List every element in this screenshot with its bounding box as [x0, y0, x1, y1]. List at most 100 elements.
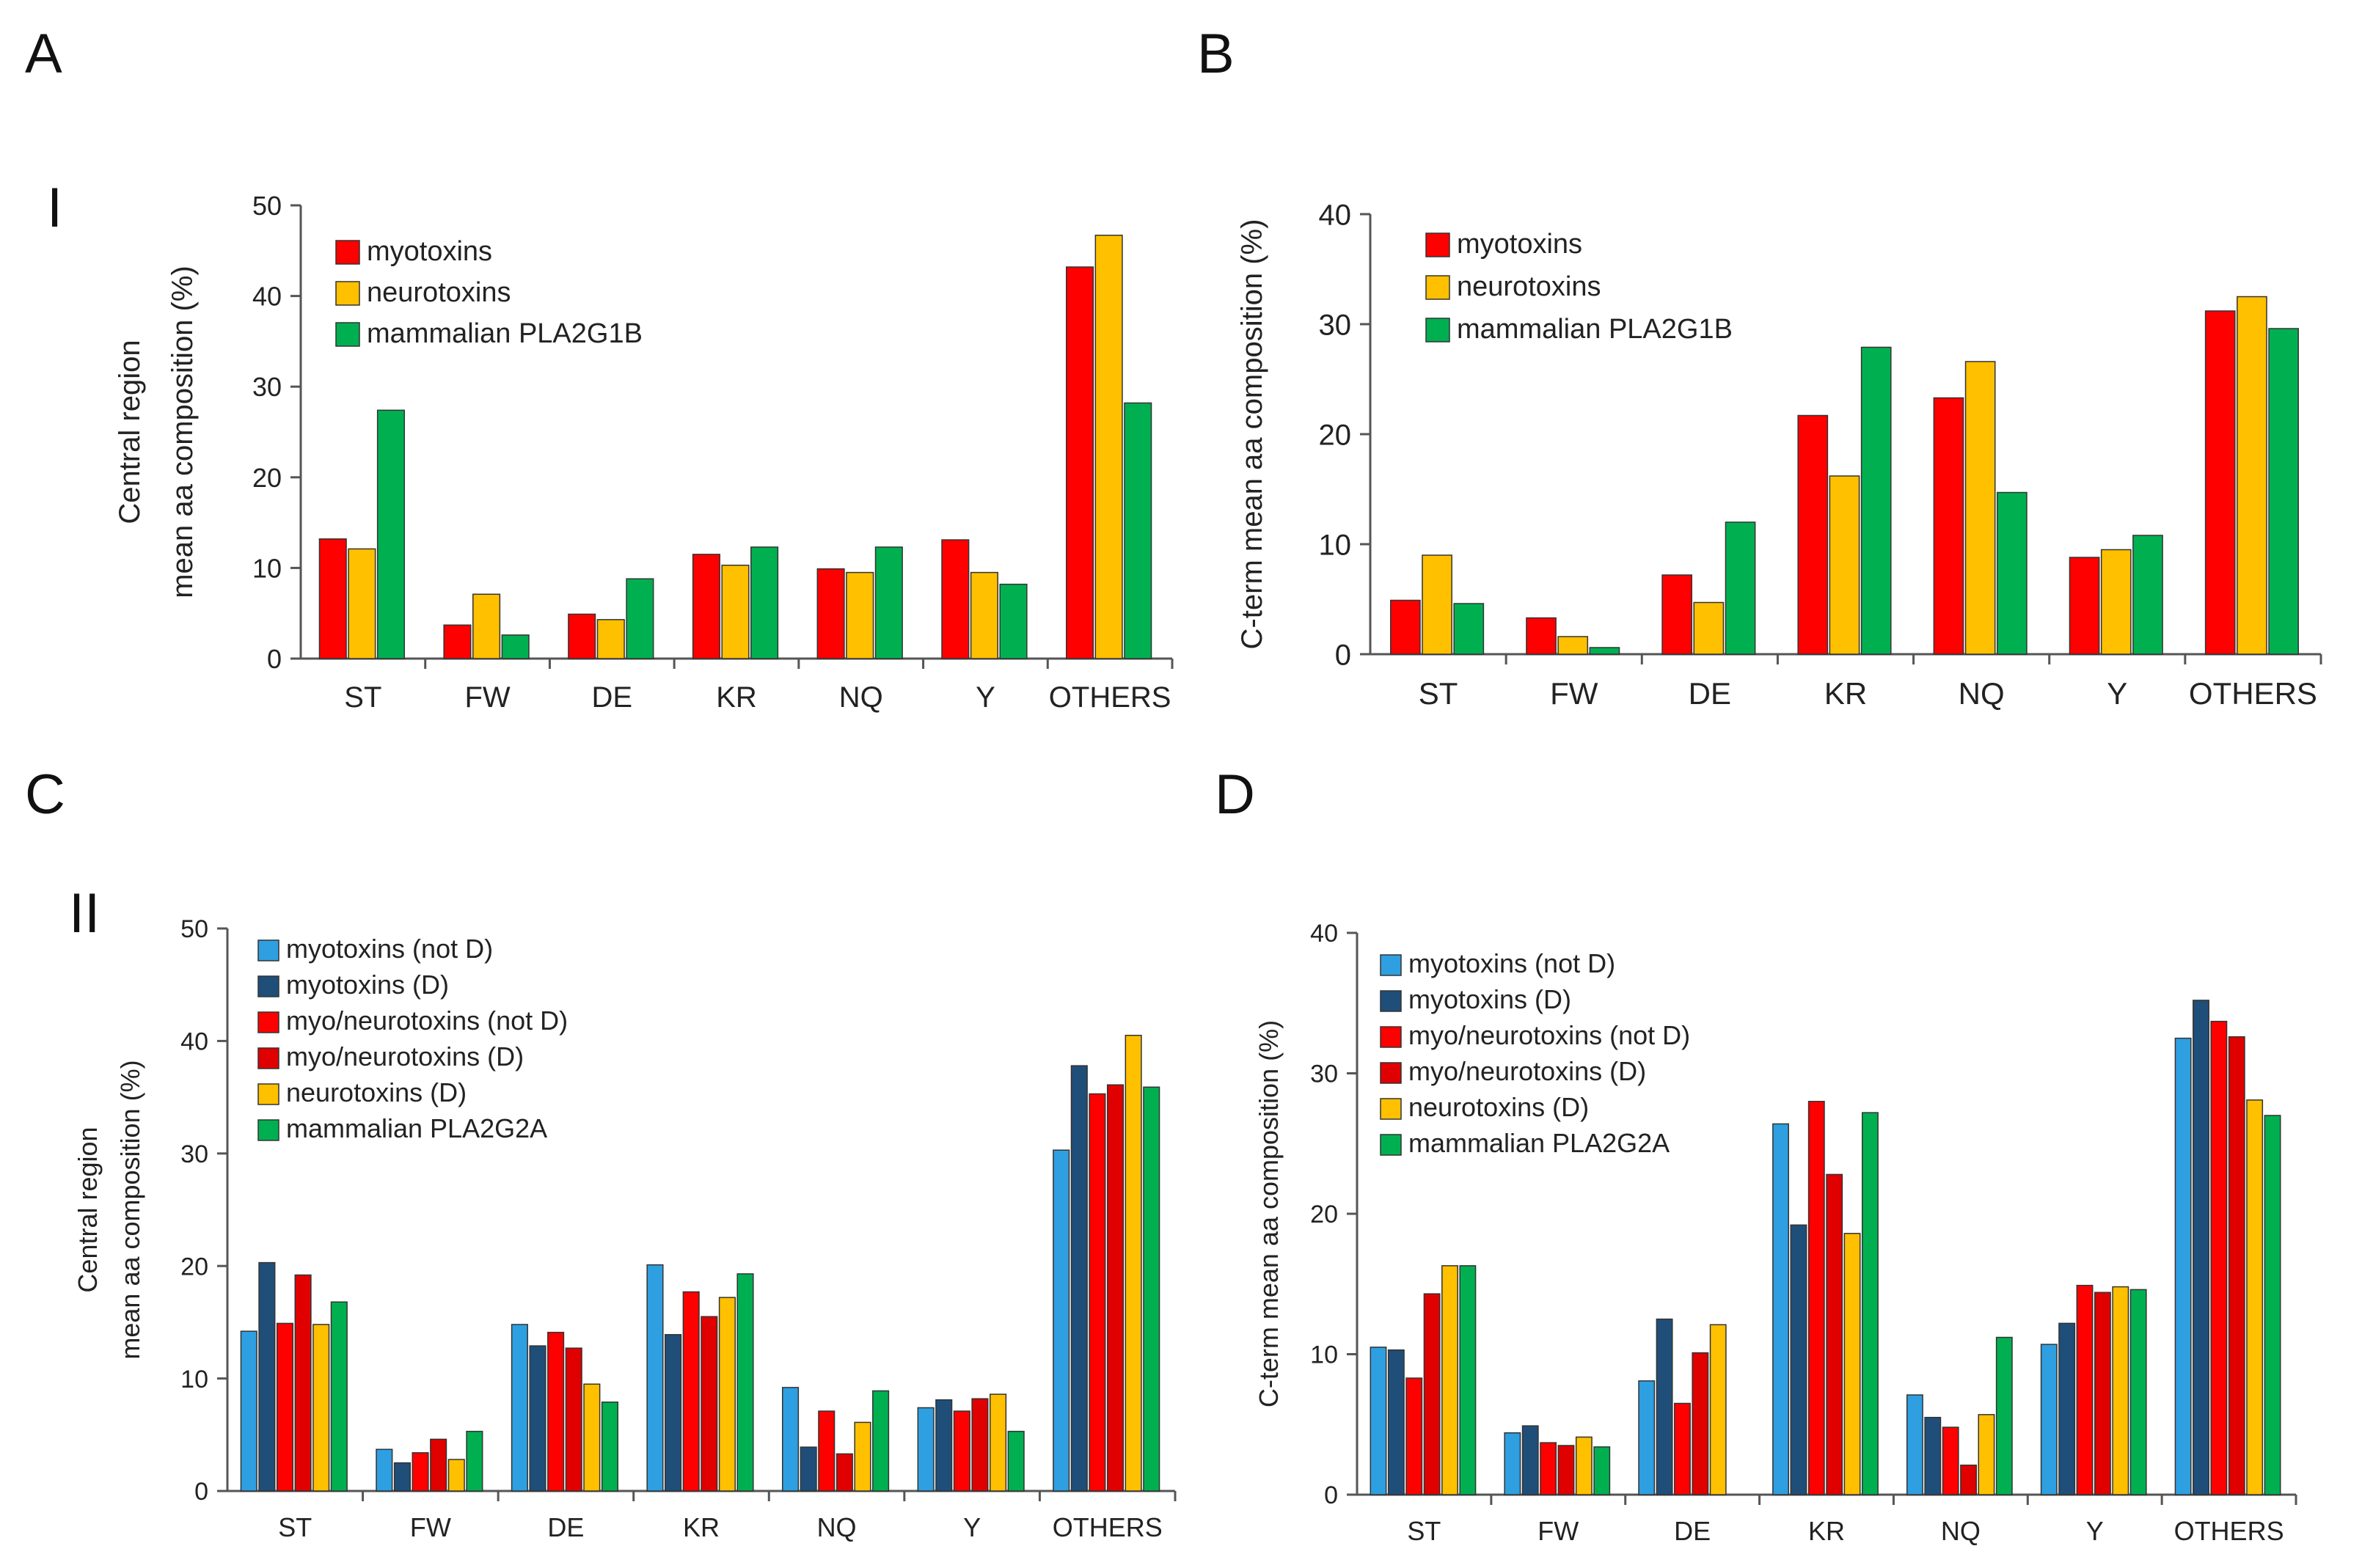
bar-c-de-2: [547, 1331, 565, 1492]
bar-d-y-5: [2129, 1289, 2147, 1495]
y-axis-label-c-0: Central region: [73, 1126, 103, 1292]
bar-a-y-2: [999, 583, 1028, 659]
legend-swatch-d-2: [1380, 1026, 1402, 1048]
legend-swatch-c-1: [257, 975, 279, 997]
bar-c-others-1: [1070, 1065, 1088, 1492]
x-tick-label-c-5: Y: [963, 1512, 981, 1542]
bar-c-nq-3: [836, 1453, 853, 1492]
bar-b-kr-0: [1797, 414, 1829, 655]
y-tick-label-a-5: 50: [252, 191, 282, 221]
row-label-i: I: [47, 177, 63, 239]
y-tick-label-d-4: 40: [1310, 920, 1338, 948]
bar-c-nq-5: [872, 1390, 890, 1492]
bar-b-others-2: [2268, 328, 2299, 655]
bar-d-st-1: [1387, 1349, 1405, 1495]
y-tick-label-c-5: 50: [180, 915, 208, 943]
bar-c-y-1: [935, 1399, 953, 1492]
bar-d-st-2: [1405, 1377, 1423, 1495]
bar-d-nq-5: [1995, 1336, 2013, 1495]
bar-c-st-3: [294, 1274, 312, 1492]
bar-c-kr-1: [665, 1334, 682, 1492]
bar-d-fw-5: [1593, 1446, 1611, 1495]
bar-c-nq-4: [854, 1421, 871, 1492]
bar-c-kr-4: [718, 1297, 736, 1492]
bar-a-others-0: [1065, 266, 1094, 659]
bar-a-y-1: [970, 571, 998, 659]
bar-c-others-4: [1125, 1034, 1142, 1492]
bar-a-fw-2: [501, 634, 530, 659]
bar-c-st-1: [258, 1261, 276, 1492]
y-axis-label-a-0: Central region: [114, 340, 146, 524]
bar-c-others-3: [1106, 1084, 1125, 1492]
y-tick-label-b-3: 30: [1319, 309, 1352, 341]
y-tick-label-c-4: 40: [180, 1028, 208, 1056]
bar-b-kr-1: [1829, 475, 1860, 655]
bar-c-de-1: [529, 1345, 546, 1492]
bar-b-de-0: [1661, 574, 1693, 655]
bar-a-de-2: [626, 578, 654, 659]
bar-d-fw-0: [1504, 1432, 1521, 1495]
bar-d-others-5: [2264, 1115, 2281, 1495]
bar-a-st-0: [318, 538, 347, 659]
legend-label-c-0: myotoxins (not D): [286, 934, 493, 964]
y-tick-label-b-1: 10: [1319, 529, 1352, 561]
bar-d-nq-0: [1906, 1394, 1923, 1495]
legend-swatch-c-2: [257, 1011, 279, 1033]
bar-b-others-1: [2237, 296, 2267, 655]
bar-d-de-4: [1709, 1324, 1727, 1495]
bar-c-fw-2: [412, 1452, 429, 1492]
bar-c-fw-3: [430, 1438, 447, 1492]
bar-a-kr-2: [750, 546, 779, 659]
legend-swatch-d-3: [1380, 1062, 1402, 1084]
legend-swatch-b-1: [1425, 275, 1450, 300]
bar-c-others-0: [1053, 1149, 1070, 1492]
bar-c-fw-0: [376, 1448, 393, 1492]
bar-d-y-2: [2076, 1284, 2094, 1495]
y-axis-label-d-0: C-term mean aa composition (%): [1254, 1020, 1284, 1407]
panel-letter-a: A: [25, 23, 62, 85]
bar-c-st-4: [312, 1324, 330, 1492]
y-tick-label-a-4: 40: [252, 282, 282, 312]
x-tick-label-a-2: DE: [591, 681, 632, 714]
bar-d-st-0: [1370, 1347, 1387, 1495]
bar-d-fw-4: [1575, 1436, 1593, 1495]
legend-label-d-5: mammalian PLA2G2A: [1408, 1128, 1670, 1158]
legend-swatch-a-2: [335, 322, 360, 347]
y-tick-label-b-4: 40: [1319, 199, 1352, 231]
bar-b-others-0: [2204, 310, 2236, 655]
y-tick-label-c-2: 20: [180, 1253, 208, 1281]
bar-d-kr-4: [1843, 1233, 1861, 1495]
bar-b-fw-2: [1589, 647, 1620, 655]
x-tick-label-d-0: ST: [1407, 1516, 1441, 1546]
legend-swatch-a-0: [335, 240, 360, 265]
bar-b-kr-2: [1860, 346, 1892, 655]
x-tick-label-c-1: FW: [410, 1512, 451, 1542]
bar-d-de-3: [1692, 1352, 1709, 1495]
bar-c-y-5: [1007, 1430, 1025, 1492]
legend-swatch-c-4: [257, 1083, 279, 1105]
x-tick-label-c-2: DE: [547, 1512, 584, 1542]
bar-a-fw-1: [472, 593, 501, 659]
bar-a-de-1: [596, 619, 625, 659]
bar-c-kr-2: [682, 1291, 700, 1492]
legend-swatch-c-3: [257, 1047, 279, 1069]
bar-c-st-0: [240, 1330, 257, 1492]
y-tick-label-d-1: 10: [1310, 1341, 1338, 1369]
y-tick-label-c-1: 10: [180, 1366, 208, 1393]
x-tick-label-c-0: ST: [278, 1512, 312, 1542]
bar-a-nq-2: [874, 546, 903, 659]
bar-b-nq-0: [1933, 397, 1964, 655]
bar-a-fw-0: [443, 624, 472, 659]
bar-b-nq-2: [1996, 491, 2028, 655]
bar-d-others-4: [2246, 1099, 2264, 1495]
bar-c-nq-2: [818, 1410, 836, 1492]
y-tick-label-a-1: 10: [252, 553, 282, 583]
bar-d-y-4: [2112, 1286, 2129, 1495]
x-tick-label-a-1: FW: [464, 681, 510, 714]
bar-c-y-0: [917, 1407, 935, 1492]
bar-c-st-2: [276, 1322, 294, 1492]
bar-a-nq-0: [816, 568, 845, 659]
legend-label-d-1: myotoxins (D): [1408, 984, 1571, 1014]
bar-c-y-2: [953, 1410, 970, 1492]
x-tick-label-c-6: OTHERS: [1053, 1512, 1163, 1542]
